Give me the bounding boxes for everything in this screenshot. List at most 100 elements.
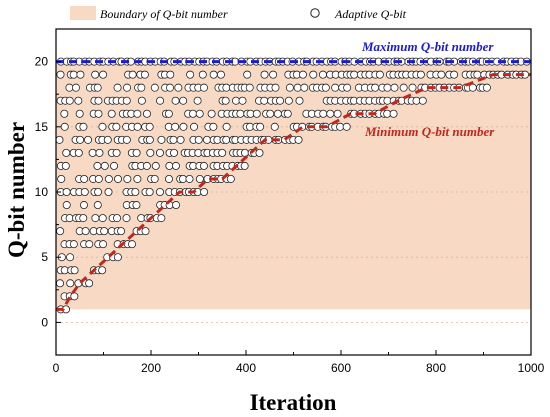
adaptive-qbit-point xyxy=(117,227,126,236)
adaptive-qbit-point xyxy=(216,70,225,79)
adaptive-qbit-point xyxy=(128,70,137,79)
adaptive-qbit-point xyxy=(156,96,165,105)
adaptive-qbit-point xyxy=(238,96,247,105)
adaptive-qbit-point xyxy=(110,161,119,170)
adaptive-qbit-point xyxy=(245,83,254,92)
adaptive-qbit-point xyxy=(155,187,164,196)
legend-boundary-swatch xyxy=(70,6,96,20)
adaptive-qbit-point xyxy=(100,227,109,236)
adaptive-qbit-point xyxy=(243,70,252,79)
adaptive-qbit-point xyxy=(66,253,75,262)
adaptive-qbit-point xyxy=(171,161,180,170)
adaptive-qbit-point xyxy=(222,122,231,131)
adaptive-qbit-point xyxy=(188,109,197,118)
y-axis-title: Q-bit number xyxy=(4,122,29,258)
adaptive-qbit-point xyxy=(80,187,89,196)
adaptive-qbit-point xyxy=(482,83,491,92)
adaptive-qbit-point xyxy=(179,96,188,105)
adaptive-qbit-point xyxy=(94,109,103,118)
adaptive-qbit-point xyxy=(113,83,122,92)
adaptive-qbit-point xyxy=(240,148,249,157)
adaptive-qbit-point xyxy=(62,187,71,196)
adaptive-qbit-point xyxy=(198,70,207,79)
adaptive-qbit-point xyxy=(112,122,121,131)
legend: Boundary of Q-bit number Adaptive Q-bit xyxy=(70,6,407,21)
adaptive-qbit-point xyxy=(70,266,79,275)
adaptive-qbit-point xyxy=(170,148,179,157)
adaptive-qbit-point xyxy=(128,240,137,249)
adaptive-qbit-point xyxy=(142,109,151,118)
adaptive-qbit-point xyxy=(293,83,302,92)
adaptive-qbit-point xyxy=(273,109,282,118)
adaptive-qbit-point xyxy=(98,214,107,223)
adaptive-qbit-point xyxy=(166,70,175,79)
adaptive-qbit-point xyxy=(99,70,108,79)
adaptive-qbit-point xyxy=(164,174,173,183)
adaptive-qbit-point xyxy=(171,96,180,105)
adaptive-qbit-point xyxy=(93,161,102,170)
adaptive-qbit-point xyxy=(56,279,65,288)
adaptive-qbit-point xyxy=(113,253,122,262)
adaptive-qbit-point xyxy=(84,135,93,144)
adaptive-qbit-point xyxy=(270,122,279,131)
adaptive-qbit-point xyxy=(342,122,351,131)
max-annotation: Maximum Q-bit number xyxy=(361,39,494,54)
adaptive-qbit-point xyxy=(186,70,195,79)
x-tick-label: 1000 xyxy=(518,361,545,375)
adaptive-qbit-point xyxy=(185,174,194,183)
adaptive-qbit-point xyxy=(450,70,459,79)
adaptive-qbit-point xyxy=(69,240,78,249)
adaptive-qbit-point xyxy=(107,109,116,118)
adaptive-qbit-point xyxy=(331,83,340,92)
adaptive-qbit-point xyxy=(66,279,75,288)
adaptive-qbit-point xyxy=(85,240,94,249)
adaptive-qbit-point xyxy=(416,70,425,79)
adaptive-qbit-point xyxy=(133,122,142,131)
adaptive-qbit-point xyxy=(104,187,113,196)
adaptive-qbit-point xyxy=(79,122,88,131)
adaptive-qbit-point xyxy=(174,83,183,92)
adaptive-qbit-point xyxy=(176,135,185,144)
adaptive-qbit-point xyxy=(283,109,292,118)
adaptive-qbit-point xyxy=(271,83,280,92)
adaptive-qbit-point xyxy=(350,70,359,79)
legend-adaptive-label: Adaptive Q-bit xyxy=(334,7,407,21)
adaptive-qbit-point xyxy=(76,70,85,79)
adaptive-qbit-point xyxy=(100,161,109,170)
adaptive-qbit-point xyxy=(60,109,69,118)
adaptive-qbit-point xyxy=(383,83,392,92)
adaptive-qbit-point xyxy=(145,135,154,144)
adaptive-qbit-point xyxy=(56,227,65,236)
adaptive-qbit-point xyxy=(222,135,231,144)
adaptive-qbit-point xyxy=(221,96,230,105)
adaptive-qbit-point xyxy=(93,83,102,92)
adaptive-qbit-point xyxy=(93,201,102,210)
adaptive-qbit-point xyxy=(98,266,107,275)
adaptive-qbit-point xyxy=(79,201,88,210)
adaptive-qbit-point xyxy=(122,96,131,105)
adaptive-qbit-point xyxy=(371,83,380,92)
adaptive-qbit-point xyxy=(155,148,164,157)
adaptive-qbit-point xyxy=(226,174,235,183)
adaptive-qbit-point xyxy=(399,83,408,92)
x-tick-label: 800 xyxy=(426,361,446,375)
adaptive-qbit-point xyxy=(71,83,80,92)
adaptive-qbit-point xyxy=(285,83,294,92)
axes: 0 200 400 600 800 1000 0 5 10 15 20 xyxy=(35,28,545,375)
adaptive-qbit-point xyxy=(318,70,327,79)
y-tick-label: 20 xyxy=(35,55,49,69)
y-tick-label: 15 xyxy=(35,120,49,134)
adaptive-qbit-point xyxy=(85,279,94,288)
adaptive-qbit-point xyxy=(194,135,203,144)
adaptive-qbit-point xyxy=(76,135,85,144)
adaptive-qbit-point xyxy=(94,96,103,105)
x-tick-label: 0 xyxy=(53,361,60,375)
adaptive-qbit-point xyxy=(151,161,160,170)
adaptive-qbit-point xyxy=(326,109,335,118)
adaptive-qbit-point xyxy=(190,122,199,131)
adaptive-qbit-point xyxy=(157,135,166,144)
boundary-fill xyxy=(56,61,531,310)
adaptive-qbit-point xyxy=(74,148,83,157)
adaptive-qbit-point xyxy=(62,201,71,210)
adaptive-qbit-point xyxy=(300,83,309,92)
